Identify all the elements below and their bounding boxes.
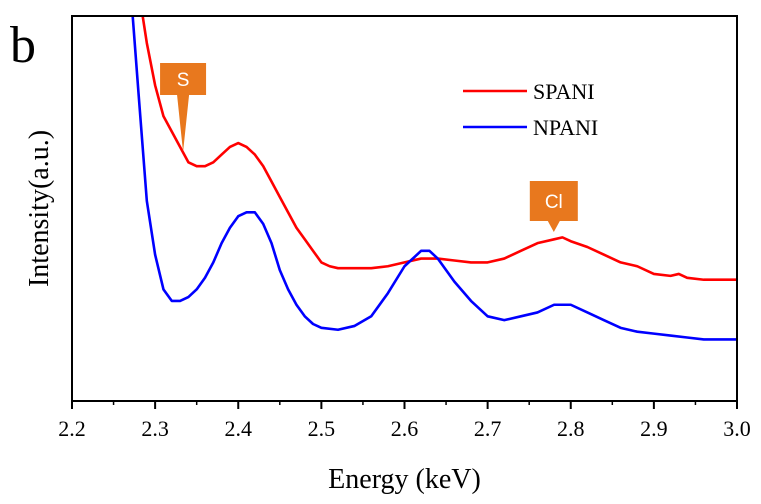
annotation-label: S	[177, 70, 190, 91]
x-tick-label: 2.5	[308, 416, 336, 441]
panel-label: b	[10, 17, 36, 74]
y-axis-title: Intensity(a.u.)	[24, 130, 55, 287]
legend-label-spani: SPANI	[533, 79, 595, 104]
x-tick-label: 2.8	[557, 416, 585, 441]
annotations: S Cl	[160, 63, 578, 232]
annotation-marker-cl: Cl	[529, 181, 578, 232]
annotation-marker-s: S	[160, 63, 207, 152]
annotation-shape	[529, 181, 578, 232]
x-tick-label: 2.2	[58, 416, 86, 441]
x-tick-label: 2.3	[141, 416, 169, 441]
legend-label-npani: NPANI	[533, 115, 598, 140]
x-tick-label: 2.4	[225, 416, 253, 441]
series-layer	[131, 16, 737, 341]
x-tick-label: 2.9	[640, 416, 668, 441]
annotation-shape	[160, 63, 207, 152]
x-tick-label: 2.6	[391, 416, 419, 441]
series-line-spani	[141, 16, 737, 282]
x-axis-title: Energy (keV)	[328, 464, 481, 495]
axes: 2.2 2.3 2.4 2.5 2.6 2.7 2.8 2.9 3.0	[58, 401, 751, 441]
series-line-npani	[131, 16, 737, 341]
legend: SPANI NPANI	[463, 79, 598, 140]
x-tick-label: 2.7	[474, 416, 502, 441]
annotation-label: Cl	[545, 192, 563, 213]
x-tick-label: 3.0	[723, 416, 751, 441]
